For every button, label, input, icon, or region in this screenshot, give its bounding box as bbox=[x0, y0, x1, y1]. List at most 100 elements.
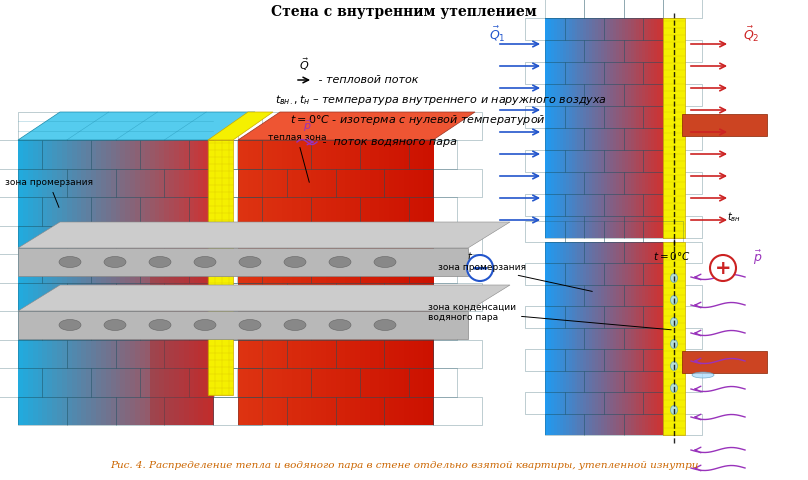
Bar bbox=[604, 194, 643, 216]
Bar bbox=[574, 242, 578, 435]
Bar bbox=[592, 242, 595, 435]
Bar bbox=[18, 396, 67, 425]
Bar bbox=[604, 306, 643, 328]
Bar bbox=[545, 414, 584, 435]
Text: $t = 0°C$: $t = 0°C$ bbox=[653, 250, 691, 262]
Bar bbox=[111, 140, 116, 425]
Bar bbox=[311, 140, 317, 425]
Bar bbox=[306, 140, 312, 425]
Bar bbox=[525, 306, 565, 328]
Bar bbox=[42, 140, 91, 168]
Ellipse shape bbox=[671, 406, 677, 415]
Bar bbox=[409, 197, 457, 226]
Bar bbox=[188, 254, 238, 283]
Bar bbox=[272, 140, 277, 425]
Bar bbox=[238, 339, 287, 368]
Bar bbox=[607, 18, 610, 238]
Circle shape bbox=[710, 255, 736, 281]
Bar bbox=[116, 226, 164, 254]
Bar bbox=[601, 18, 604, 238]
Bar bbox=[663, 18, 685, 238]
Bar bbox=[360, 140, 365, 425]
Bar bbox=[580, 242, 584, 435]
Ellipse shape bbox=[329, 320, 351, 331]
Text: $\vec{p}$: $\vec{p}$ bbox=[753, 249, 763, 267]
Bar bbox=[394, 140, 399, 425]
Bar bbox=[263, 311, 311, 339]
Bar bbox=[598, 18, 601, 238]
Ellipse shape bbox=[671, 296, 677, 304]
Bar bbox=[592, 18, 595, 238]
Bar bbox=[621, 18, 625, 238]
Bar bbox=[548, 18, 551, 238]
Bar bbox=[589, 242, 593, 435]
Bar bbox=[179, 140, 184, 425]
Bar bbox=[311, 197, 360, 226]
Bar bbox=[335, 168, 385, 197]
Ellipse shape bbox=[194, 256, 216, 267]
Bar bbox=[648, 18, 652, 238]
Bar bbox=[188, 368, 238, 396]
Bar bbox=[545, 128, 584, 150]
Bar bbox=[335, 111, 385, 140]
Polygon shape bbox=[238, 112, 475, 140]
Bar bbox=[566, 242, 569, 435]
Bar bbox=[404, 140, 409, 425]
Bar bbox=[282, 140, 288, 425]
Bar bbox=[525, 264, 565, 285]
Polygon shape bbox=[18, 112, 255, 140]
Bar bbox=[419, 140, 423, 425]
Bar bbox=[604, 392, 643, 414]
Bar bbox=[660, 242, 663, 435]
Bar bbox=[630, 242, 634, 435]
Bar bbox=[525, 150, 565, 172]
Bar bbox=[643, 306, 683, 328]
Bar bbox=[433, 226, 482, 254]
Bar bbox=[604, 220, 643, 242]
Bar bbox=[188, 140, 194, 425]
Bar bbox=[584, 371, 624, 392]
Text: - тепловой поток: - тепловой поток bbox=[315, 75, 419, 85]
Bar bbox=[91, 140, 140, 168]
Text: зона конденсации
водяного пара: зона конденсации водяного пара bbox=[428, 302, 671, 330]
Text: $\vec{Q}$: $\vec{Q}$ bbox=[299, 56, 309, 73]
Bar bbox=[663, 414, 702, 435]
Bar bbox=[91, 197, 140, 226]
Bar bbox=[525, 349, 565, 371]
Bar bbox=[643, 106, 683, 128]
Bar bbox=[409, 140, 414, 425]
Bar bbox=[140, 311, 188, 339]
Bar bbox=[321, 140, 326, 425]
Bar bbox=[355, 140, 360, 425]
Bar bbox=[385, 226, 433, 254]
Bar bbox=[595, 242, 599, 435]
Bar bbox=[624, 0, 663, 18]
Bar bbox=[607, 242, 610, 435]
Ellipse shape bbox=[239, 320, 261, 331]
Bar bbox=[267, 140, 272, 425]
Bar bbox=[18, 111, 67, 140]
Bar bbox=[287, 168, 335, 197]
Bar bbox=[213, 283, 262, 311]
Bar bbox=[598, 242, 601, 435]
Bar bbox=[213, 226, 262, 254]
Text: Стена с внутренним утеплением: Стена с внутренним утеплением bbox=[271, 5, 537, 19]
Bar bbox=[18, 168, 67, 197]
Text: $t_{вн}$: $t_{вн}$ bbox=[727, 210, 741, 224]
Bar bbox=[624, 172, 663, 194]
Bar bbox=[545, 242, 549, 435]
Bar bbox=[360, 197, 409, 226]
Bar bbox=[213, 140, 263, 168]
Bar bbox=[654, 242, 658, 435]
Bar bbox=[601, 242, 604, 435]
Bar bbox=[0, 311, 42, 339]
Bar bbox=[604, 264, 643, 285]
Bar bbox=[589, 18, 593, 238]
Bar bbox=[130, 140, 136, 425]
Bar bbox=[116, 168, 164, 197]
Bar bbox=[663, 242, 685, 435]
Text: $t_{вн.}, t_н$ – температура внутреннего и наружного воздуха: $t_{вн.}, t_н$ – температура внутреннего… bbox=[275, 93, 607, 107]
Bar bbox=[316, 140, 322, 425]
Bar bbox=[578, 18, 581, 238]
Bar bbox=[545, 40, 584, 62]
